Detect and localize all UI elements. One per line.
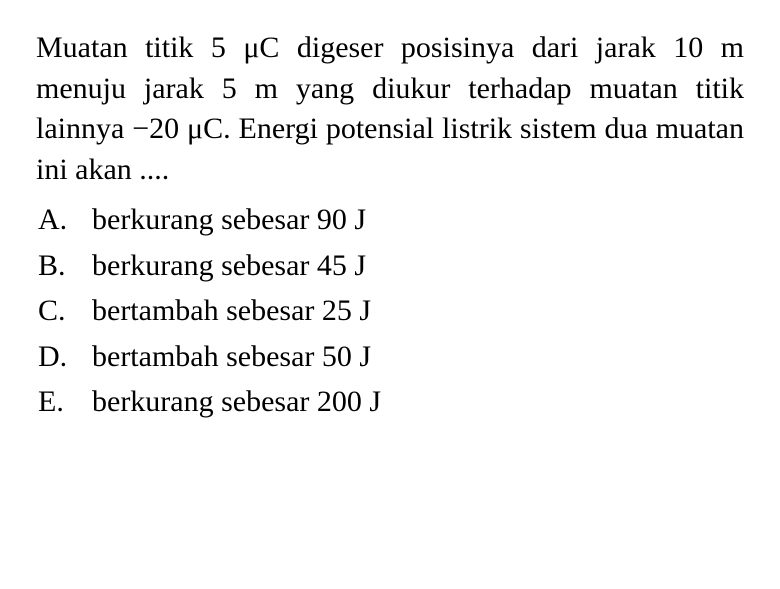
option-text: berkurang sebesar 90 J	[92, 198, 744, 242]
option-letter: E.	[36, 380, 92, 424]
question-body: Muatan titik 5 μC digeser posisinya dari…	[36, 28, 744, 190]
option-text: bertambah sebesar 25 J	[92, 289, 744, 333]
option-text: berkurang sebesar 200 J	[92, 380, 744, 424]
option-letter: B.	[36, 244, 92, 288]
option-letter: C.	[36, 289, 92, 333]
option-c: C. bertambah sebesar 25 J	[36, 289, 744, 333]
options-list: A. berkurang sebesar 90 J B. berkurang s…	[36, 198, 744, 424]
option-letter: A.	[36, 198, 92, 242]
option-e: E. berkurang sebesar 200 J	[36, 380, 744, 424]
option-a: A. berkurang sebesar 90 J	[36, 198, 744, 242]
option-d: D. bertambah sebesar 50 J	[36, 335, 744, 379]
option-letter: D.	[36, 335, 92, 379]
option-text: berkurang sebesar 45 J	[92, 244, 744, 288]
option-text: bertambah sebesar 50 J	[92, 335, 744, 379]
option-b: B. berkurang sebesar 45 J	[36, 244, 744, 288]
